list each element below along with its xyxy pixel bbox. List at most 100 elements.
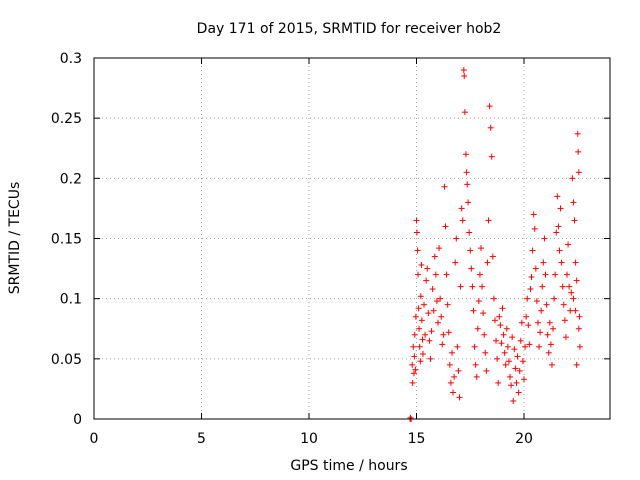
y-axis-label: SRMTID / TECUs <box>7 182 23 295</box>
data-point <box>575 325 582 332</box>
data-point <box>572 259 579 266</box>
data-point <box>505 358 512 365</box>
data-point <box>479 283 486 290</box>
data-point <box>538 307 545 314</box>
data-point <box>570 199 577 206</box>
data-point <box>423 277 430 284</box>
data-point <box>448 349 455 356</box>
data-point <box>573 277 580 284</box>
data-point <box>484 259 491 266</box>
grid <box>94 58 610 419</box>
data-point <box>429 286 436 293</box>
data-point <box>418 317 425 324</box>
data-point <box>508 382 515 389</box>
data-point <box>453 235 460 242</box>
data-points <box>407 67 583 422</box>
data-point <box>498 340 505 347</box>
data-point <box>526 341 533 348</box>
data-point <box>562 334 569 341</box>
data-point <box>569 175 576 182</box>
data-point <box>543 301 550 308</box>
data-point <box>548 361 555 368</box>
data-point <box>465 199 472 206</box>
data-point <box>415 305 422 312</box>
y-tick-label: 0.3 <box>60 51 82 67</box>
data-point <box>445 329 452 336</box>
data-point <box>415 271 422 278</box>
data-point <box>424 265 431 272</box>
data-point <box>571 217 578 224</box>
data-point <box>413 217 420 224</box>
data-point <box>447 379 454 386</box>
data-point <box>435 319 441 326</box>
y-tick-label: 0.05 <box>51 352 82 368</box>
data-point <box>522 343 529 350</box>
data-point <box>474 325 481 332</box>
x-tick-label: 20 <box>515 431 533 447</box>
data-point <box>461 109 468 116</box>
data-point <box>461 73 468 80</box>
data-point <box>524 295 531 302</box>
data-point <box>523 313 530 320</box>
data-point <box>513 379 520 386</box>
data-point <box>528 274 535 281</box>
data-point <box>414 247 421 254</box>
data-point <box>412 313 419 320</box>
data-point <box>460 67 467 74</box>
data-point <box>501 349 508 356</box>
data-point <box>419 351 426 358</box>
data-point <box>450 389 457 396</box>
data-point <box>502 361 509 368</box>
y-tick-label: 0.25 <box>51 111 82 127</box>
data-point <box>436 245 443 252</box>
data-point <box>554 193 561 200</box>
data-point <box>457 283 464 290</box>
data-point <box>564 271 570 278</box>
data-point <box>462 151 469 158</box>
data-point <box>541 235 548 242</box>
data-point <box>567 307 574 314</box>
data-point <box>418 261 425 268</box>
data-point <box>504 343 511 350</box>
data-point <box>407 414 414 421</box>
data-point <box>551 295 558 302</box>
data-point <box>555 223 562 230</box>
data-point <box>441 183 448 190</box>
data-point <box>427 355 434 362</box>
data-point <box>552 271 559 278</box>
data-point <box>411 331 418 338</box>
data-point <box>439 341 446 348</box>
data-point <box>480 310 487 317</box>
data-point <box>419 336 426 343</box>
data-point <box>545 349 552 356</box>
data-point <box>431 253 438 260</box>
data-point <box>459 217 466 224</box>
x-tick-label: 10 <box>300 431 318 447</box>
data-point <box>572 307 579 314</box>
data-point <box>456 394 463 401</box>
data-point <box>509 334 516 341</box>
data-point <box>512 365 519 372</box>
data-point <box>444 301 451 308</box>
data-point <box>518 319 525 326</box>
data-point <box>433 298 440 305</box>
data-point <box>471 343 478 350</box>
data-point <box>454 343 461 350</box>
data-point <box>485 217 492 224</box>
data-point <box>490 295 497 302</box>
data-point <box>517 337 524 344</box>
data-point <box>426 337 433 344</box>
data-point <box>452 259 459 266</box>
data-point <box>438 313 445 320</box>
data-point <box>540 259 547 266</box>
data-point <box>534 319 541 326</box>
data-point <box>570 295 577 302</box>
data-point <box>539 283 546 290</box>
data-point <box>428 328 435 335</box>
data-point <box>542 271 549 278</box>
data-point <box>422 331 429 338</box>
data-point <box>486 103 493 110</box>
data-point <box>443 271 450 278</box>
data-point <box>421 301 428 308</box>
data-point <box>547 341 554 348</box>
